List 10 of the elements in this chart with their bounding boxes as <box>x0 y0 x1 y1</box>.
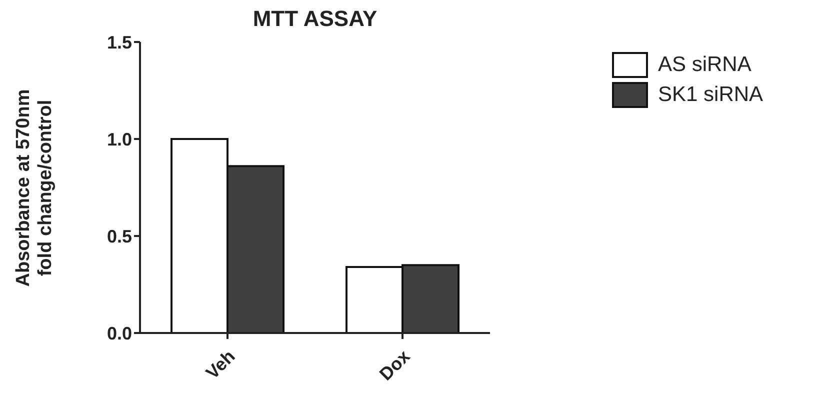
x-tick-label: Veh <box>202 346 239 383</box>
y-tick-label: 0.0 <box>106 323 132 344</box>
legend-label: AS siRNA <box>658 53 752 77</box>
y-axis-title: Absorbance at 570nm fold change/control <box>13 89 56 287</box>
y-tick-label: 1.5 <box>106 32 132 52</box>
x-tick-label: Dox <box>376 346 414 384</box>
legend-label: SK1 siRNA <box>658 83 764 107</box>
y-tick-label: 1.0 <box>106 129 132 150</box>
chart-title: MTT ASSAY <box>252 6 378 32</box>
y-tick-label: 0.5 <box>106 226 132 246</box>
